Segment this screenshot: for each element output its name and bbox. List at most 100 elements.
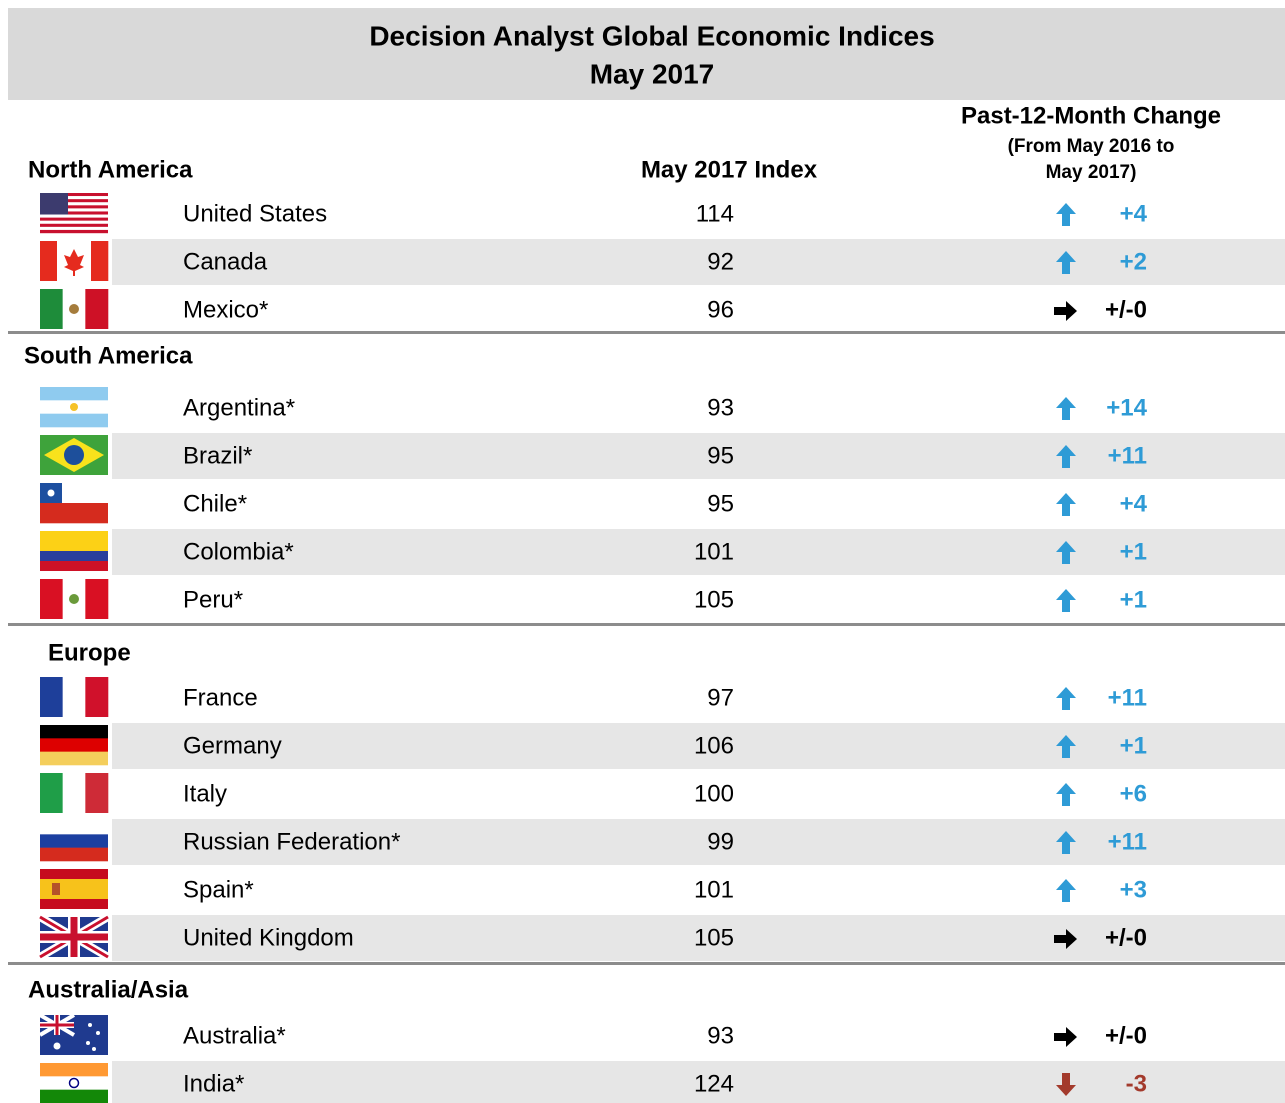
trend-arrow (1056, 445, 1076, 468)
trend-arrow (1056, 735, 1076, 758)
flag-part (40, 738, 108, 752)
flag-part (40, 834, 108, 848)
flag-part (40, 193, 108, 197)
index-value: 95 (707, 442, 734, 469)
change-value: +1 (1120, 732, 1147, 759)
flag-part (74, 241, 92, 281)
flag-part (40, 196, 108, 200)
country: Germany (183, 732, 282, 759)
flag-part (68, 1077, 80, 1089)
flag (40, 677, 109, 717)
flag-part (40, 413, 108, 428)
flag (40, 531, 108, 571)
flag-part (40, 579, 63, 619)
change-value: +11 (1108, 684, 1147, 711)
flag-part (85, 579, 109, 619)
country: United Kingdom (183, 924, 354, 951)
trend-arrow (1056, 1073, 1076, 1096)
change-value: +1 (1120, 538, 1147, 565)
flag-part (88, 1023, 92, 1027)
flag (40, 193, 108, 234)
change-value: +14 (1106, 394, 1147, 421)
change-value: +2 (1120, 248, 1147, 275)
change-value: +4 (1120, 490, 1148, 517)
change-note: May 2017) (1046, 162, 1137, 183)
flag (37, 913, 111, 961)
index-value: 105 (694, 586, 734, 613)
index-value: 96 (707, 296, 734, 323)
change-value: +/-0 (1105, 924, 1147, 951)
country: Brazil* (183, 442, 252, 469)
flag-part (40, 821, 108, 835)
flag-part (62, 773, 86, 813)
row-shade (112, 1061, 1285, 1103)
country: Spain* (183, 876, 254, 903)
flag-part (40, 241, 58, 281)
flag-part (85, 677, 109, 717)
change-value: +/-0 (1105, 296, 1147, 323)
index-value: 106 (694, 732, 734, 759)
flag-part (40, 202, 108, 206)
flag-part (53, 1042, 61, 1050)
region-label: South America (24, 342, 193, 369)
trend-arrow (1056, 831, 1076, 854)
flag-part (40, 220, 108, 224)
flag-part (40, 551, 108, 561)
index-value: 99 (707, 828, 734, 855)
row-shade (112, 433, 1285, 479)
change-value: +11 (1108, 828, 1147, 855)
trend-arrow (1056, 783, 1076, 806)
country: Argentina* (183, 394, 295, 421)
flag-part (40, 879, 108, 899)
flag (38, 1013, 108, 1055)
flag (40, 435, 108, 475)
trend-arrow (1056, 687, 1076, 710)
flag-part (40, 917, 108, 957)
index-value: 95 (707, 490, 734, 517)
flag (40, 387, 108, 428)
flag (40, 579, 109, 619)
flag (40, 241, 109, 281)
separator (8, 962, 1285, 965)
trend-arrow (1056, 493, 1076, 516)
trend-arrow (1054, 929, 1077, 949)
region-label: North America (28, 156, 193, 183)
flag (40, 869, 108, 909)
flag-part (40, 193, 68, 215)
flag-part (40, 503, 108, 524)
index-value: 97 (707, 684, 734, 711)
flag-part (64, 445, 84, 465)
change-note: (From May 2016 to (1008, 136, 1175, 157)
country: France (183, 684, 258, 711)
change-value: +3 (1120, 876, 1147, 903)
index-value: 101 (694, 876, 734, 903)
title-bar (8, 8, 1285, 100)
flag-part (40, 531, 108, 551)
index-value: 93 (707, 394, 734, 421)
country: Canada (183, 248, 268, 275)
flag-part (40, 214, 108, 218)
trend-arrow (1056, 251, 1076, 274)
flag-part (85, 289, 109, 329)
row-shade (112, 529, 1285, 575)
change-value: +1 (1120, 586, 1147, 613)
region-label: Australia/Asia (28, 976, 189, 1003)
change-value: +6 (1120, 780, 1147, 807)
change-value: -3 (1126, 1070, 1147, 1097)
region-label: Europe (48, 639, 131, 666)
flag-part (52, 883, 60, 895)
flag-part (40, 561, 108, 571)
flag-part (40, 208, 108, 212)
country: Italy (183, 780, 227, 807)
index-value: 105 (694, 924, 734, 951)
flag-part (40, 773, 63, 813)
trend-arrow (1056, 541, 1076, 564)
index-value: 93 (707, 1022, 734, 1049)
flag-part (40, 677, 63, 717)
flag-part (40, 387, 108, 401)
country: Australia* (183, 1022, 286, 1049)
index-header: May 2017 Index (641, 156, 818, 183)
country: Mexico* (183, 296, 268, 323)
flag-part (40, 725, 108, 739)
flag-part (40, 847, 108, 862)
